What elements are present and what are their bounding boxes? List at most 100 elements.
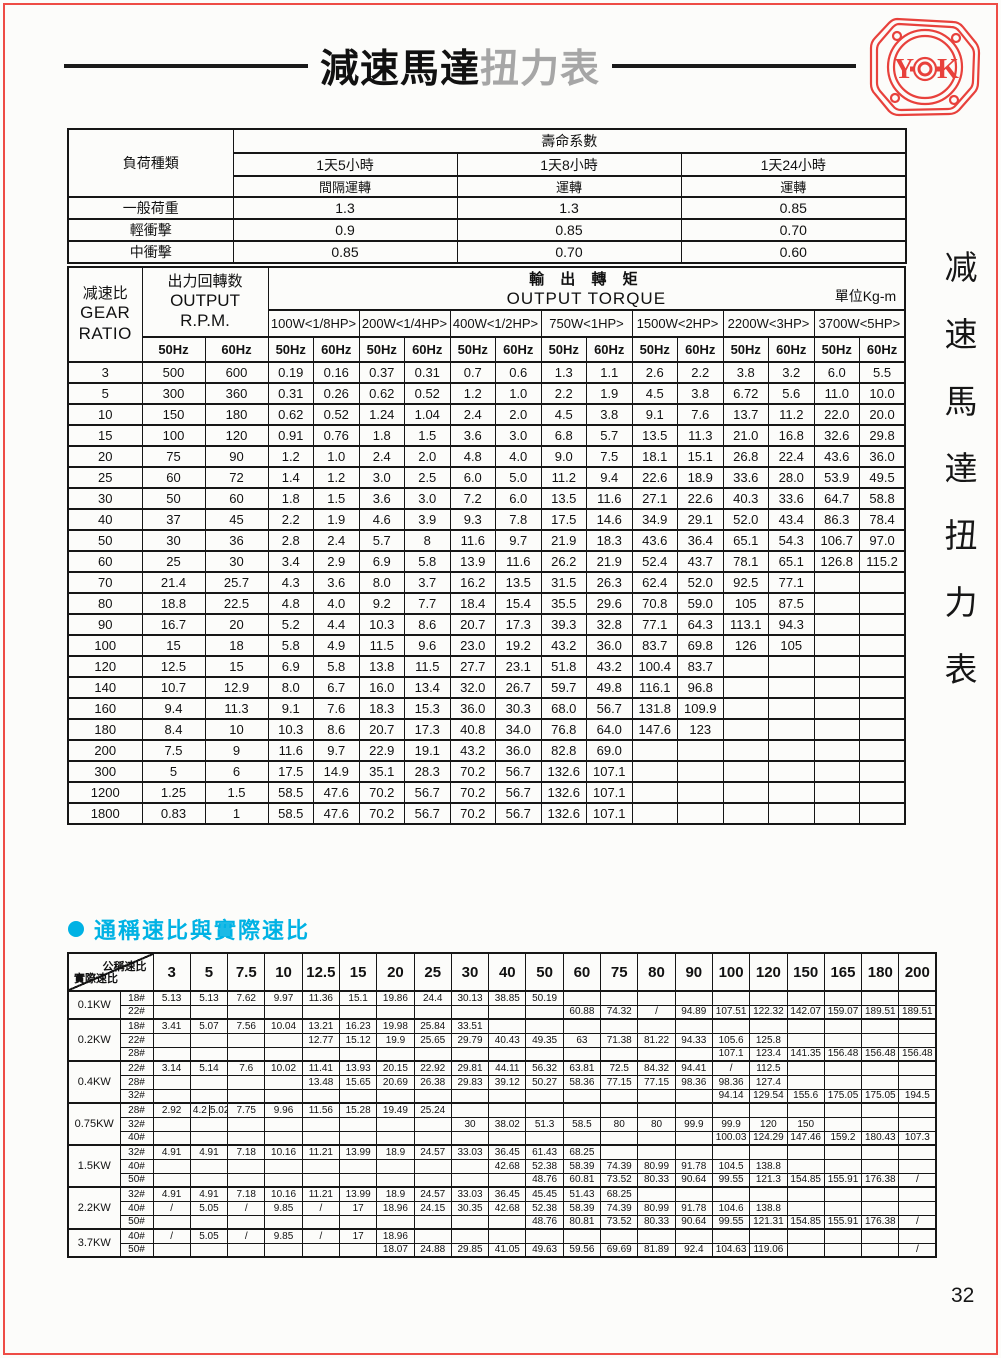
torque-value xyxy=(859,781,906,804)
actual-ratio-value xyxy=(600,1102,639,1118)
torque-value: 8.6 xyxy=(313,718,360,741)
torque-value: 16.7 xyxy=(141,613,206,636)
actual-ratio-value xyxy=(674,1144,713,1160)
actual-ratio-value xyxy=(227,1074,266,1090)
torque-value: 3.4 xyxy=(267,550,315,573)
actual-ratio-value: / xyxy=(711,1060,751,1076)
actual-ratio-value: 141.35 xyxy=(786,1046,825,1062)
gear-ratio-value: 160 xyxy=(67,697,143,720)
torque-value xyxy=(631,739,679,762)
life-duty-row: 1天5小時 1天8小時 1天24小時 xyxy=(68,152,907,177)
frame-size-label: 22# xyxy=(119,1060,154,1076)
torque-data-row: 160 9.4 11.3 9.1 7.6 18.3 15.3 36.0 30.3 68.0 56.7… xyxy=(67,697,906,720)
actual-ratio-value xyxy=(376,1116,415,1132)
actual-ratio-value xyxy=(152,1046,191,1062)
torque-value xyxy=(722,781,770,804)
actual-ratio-value xyxy=(749,1144,788,1160)
torque-value: 18.8 xyxy=(141,592,206,615)
output-torque-label-cn: 輸 出 轉 矩 xyxy=(529,271,644,288)
actual-ratio-value xyxy=(525,1130,564,1146)
torque-value: 2.0 xyxy=(495,403,542,426)
actual-ratio-value xyxy=(898,1158,937,1174)
torque-value: 18.3 xyxy=(586,529,633,552)
actual-ratio-value xyxy=(637,1186,676,1202)
torque-value: 86.3 xyxy=(813,508,861,531)
actual-ratio-value xyxy=(227,1130,266,1146)
torque-table-body: 减速比 GEAR RATIO 出力回轉数 OUTPUT R.P.M. 輸 出 轉 矩 OUTP… xyxy=(67,266,906,825)
torque-value: 10.0 xyxy=(859,382,906,405)
actual-ratio-value xyxy=(189,1158,229,1174)
nominal-ratio-col-header: 15 xyxy=(338,952,378,992)
actual-ratio-value: 124.29 xyxy=(749,1130,788,1146)
actual-ratio-value xyxy=(786,1228,825,1244)
torque-value: 30 xyxy=(204,550,269,573)
actual-ratio-value xyxy=(301,1088,340,1104)
torque-value: 1.2 xyxy=(449,382,497,405)
actual-ratio-value xyxy=(450,1172,490,1188)
actual-ratio-value: 80.99 xyxy=(637,1158,676,1174)
torque-value: 36.4 xyxy=(677,529,724,552)
torque-value: 6 xyxy=(204,760,269,783)
frame-size-label: 40# xyxy=(119,1158,154,1174)
torque-value: 22.6 xyxy=(631,466,679,489)
actual-ratio-value: 44.11 xyxy=(488,1060,527,1076)
actual-ratio-value: 99.9 xyxy=(711,1116,751,1132)
ratio-data-row: 50# 18.07 24.88 29.85 41.05 49.63 59.56 69.69 81… xyxy=(68,1242,937,1258)
actual-ratio-value xyxy=(488,1102,527,1118)
actual-ratio-value xyxy=(674,990,713,1006)
actual-ratio-value xyxy=(823,1200,863,1216)
actual-ratio-value xyxy=(450,1088,490,1104)
torque-value: 56.7 xyxy=(586,697,633,720)
actual-ratio-value: 107.1 xyxy=(711,1046,751,1062)
torque-value: 0.62 xyxy=(267,403,315,426)
actual-ratio-value xyxy=(152,1116,191,1132)
actual-ratio-value: 155.91 xyxy=(823,1172,863,1188)
gear-ratio-value: 20 xyxy=(67,445,143,468)
actual-ratio-value: 84.32 xyxy=(637,1060,676,1076)
title-rule-left xyxy=(64,64,308,68)
hz-col-header: 60Hz xyxy=(313,336,360,363)
torque-value: 9.1 xyxy=(267,697,315,720)
torque-value: 60 xyxy=(204,487,269,510)
torque-value: 32.6 xyxy=(813,424,861,447)
actual-ratio-value: 80.33 xyxy=(637,1172,676,1188)
torque-value: 4.5 xyxy=(540,403,588,426)
actual-ratio-value xyxy=(488,1214,527,1230)
actual-ratio-value: 156.48 xyxy=(823,1046,863,1062)
torque-value: 13.9 xyxy=(449,550,497,573)
torque-value: 3.6 xyxy=(449,424,497,447)
torque-value: 1.5 xyxy=(313,487,360,510)
torque-value xyxy=(859,802,906,825)
torque-value: 4.9 xyxy=(313,634,360,657)
actual-ratio-value: / xyxy=(152,1228,191,1244)
torque-value: 1.1 xyxy=(586,361,633,384)
torque-value xyxy=(813,571,861,594)
actual-ratio-value xyxy=(450,1004,490,1020)
torque-value: 9.2 xyxy=(358,592,406,615)
torque-value: 2.4 xyxy=(449,403,497,426)
torque-value: 70.2 xyxy=(358,802,406,825)
torque-value: 69.8 xyxy=(677,634,724,657)
actual-ratio-value: 98.36 xyxy=(674,1074,713,1090)
actual-ratio-value: 180.43 xyxy=(861,1130,900,1146)
ratio-data-row: 22# 12.77 15.12 19.9 25.65 29.79 40.43 49.35 63 7… xyxy=(68,1032,937,1048)
torque-value: 29.8 xyxy=(859,424,906,447)
torque-value: 11.2 xyxy=(768,403,815,426)
actual-ratio-value: 49.63 xyxy=(525,1242,564,1258)
output-rpm-header-line: OUTPUT xyxy=(170,290,240,310)
actual-ratio-value: 52.38 xyxy=(525,1200,564,1216)
torque-value: 150 xyxy=(141,403,206,426)
ratio-data-row: 40# 42.68 52.38 58.39 74.39 80.99 91.78 104.5 13… xyxy=(68,1158,937,1174)
frame-size-label: 32# xyxy=(119,1186,154,1202)
torque-value: 21.9 xyxy=(540,529,588,552)
ratio-data-row: 28# 13.48 15.65 20.69 26.38 29.83 39.12 50.27 58… xyxy=(68,1074,937,1090)
torque-data-row: 50 30 36 2.8 2.4 5.7 8 11.6 9.7 21.9 18.3 43.6 36.4 6… xyxy=(67,529,906,552)
torque-value: 43.2 xyxy=(540,634,588,657)
actual-ratio-value: 10.16 xyxy=(264,1186,303,1202)
torque-value: 6.7 xyxy=(313,676,360,699)
ratio-table-body: 公稱速比 實際速比 3 5 7.5 10 12.5 15 20 25 30 40 50 60 75 80 90 1… xyxy=(67,952,937,1258)
torque-value: 5.8 xyxy=(267,634,315,657)
actual-ratio-value xyxy=(152,1242,191,1258)
actual-ratio-value xyxy=(301,1172,340,1188)
actual-ratio-value xyxy=(413,1130,452,1146)
